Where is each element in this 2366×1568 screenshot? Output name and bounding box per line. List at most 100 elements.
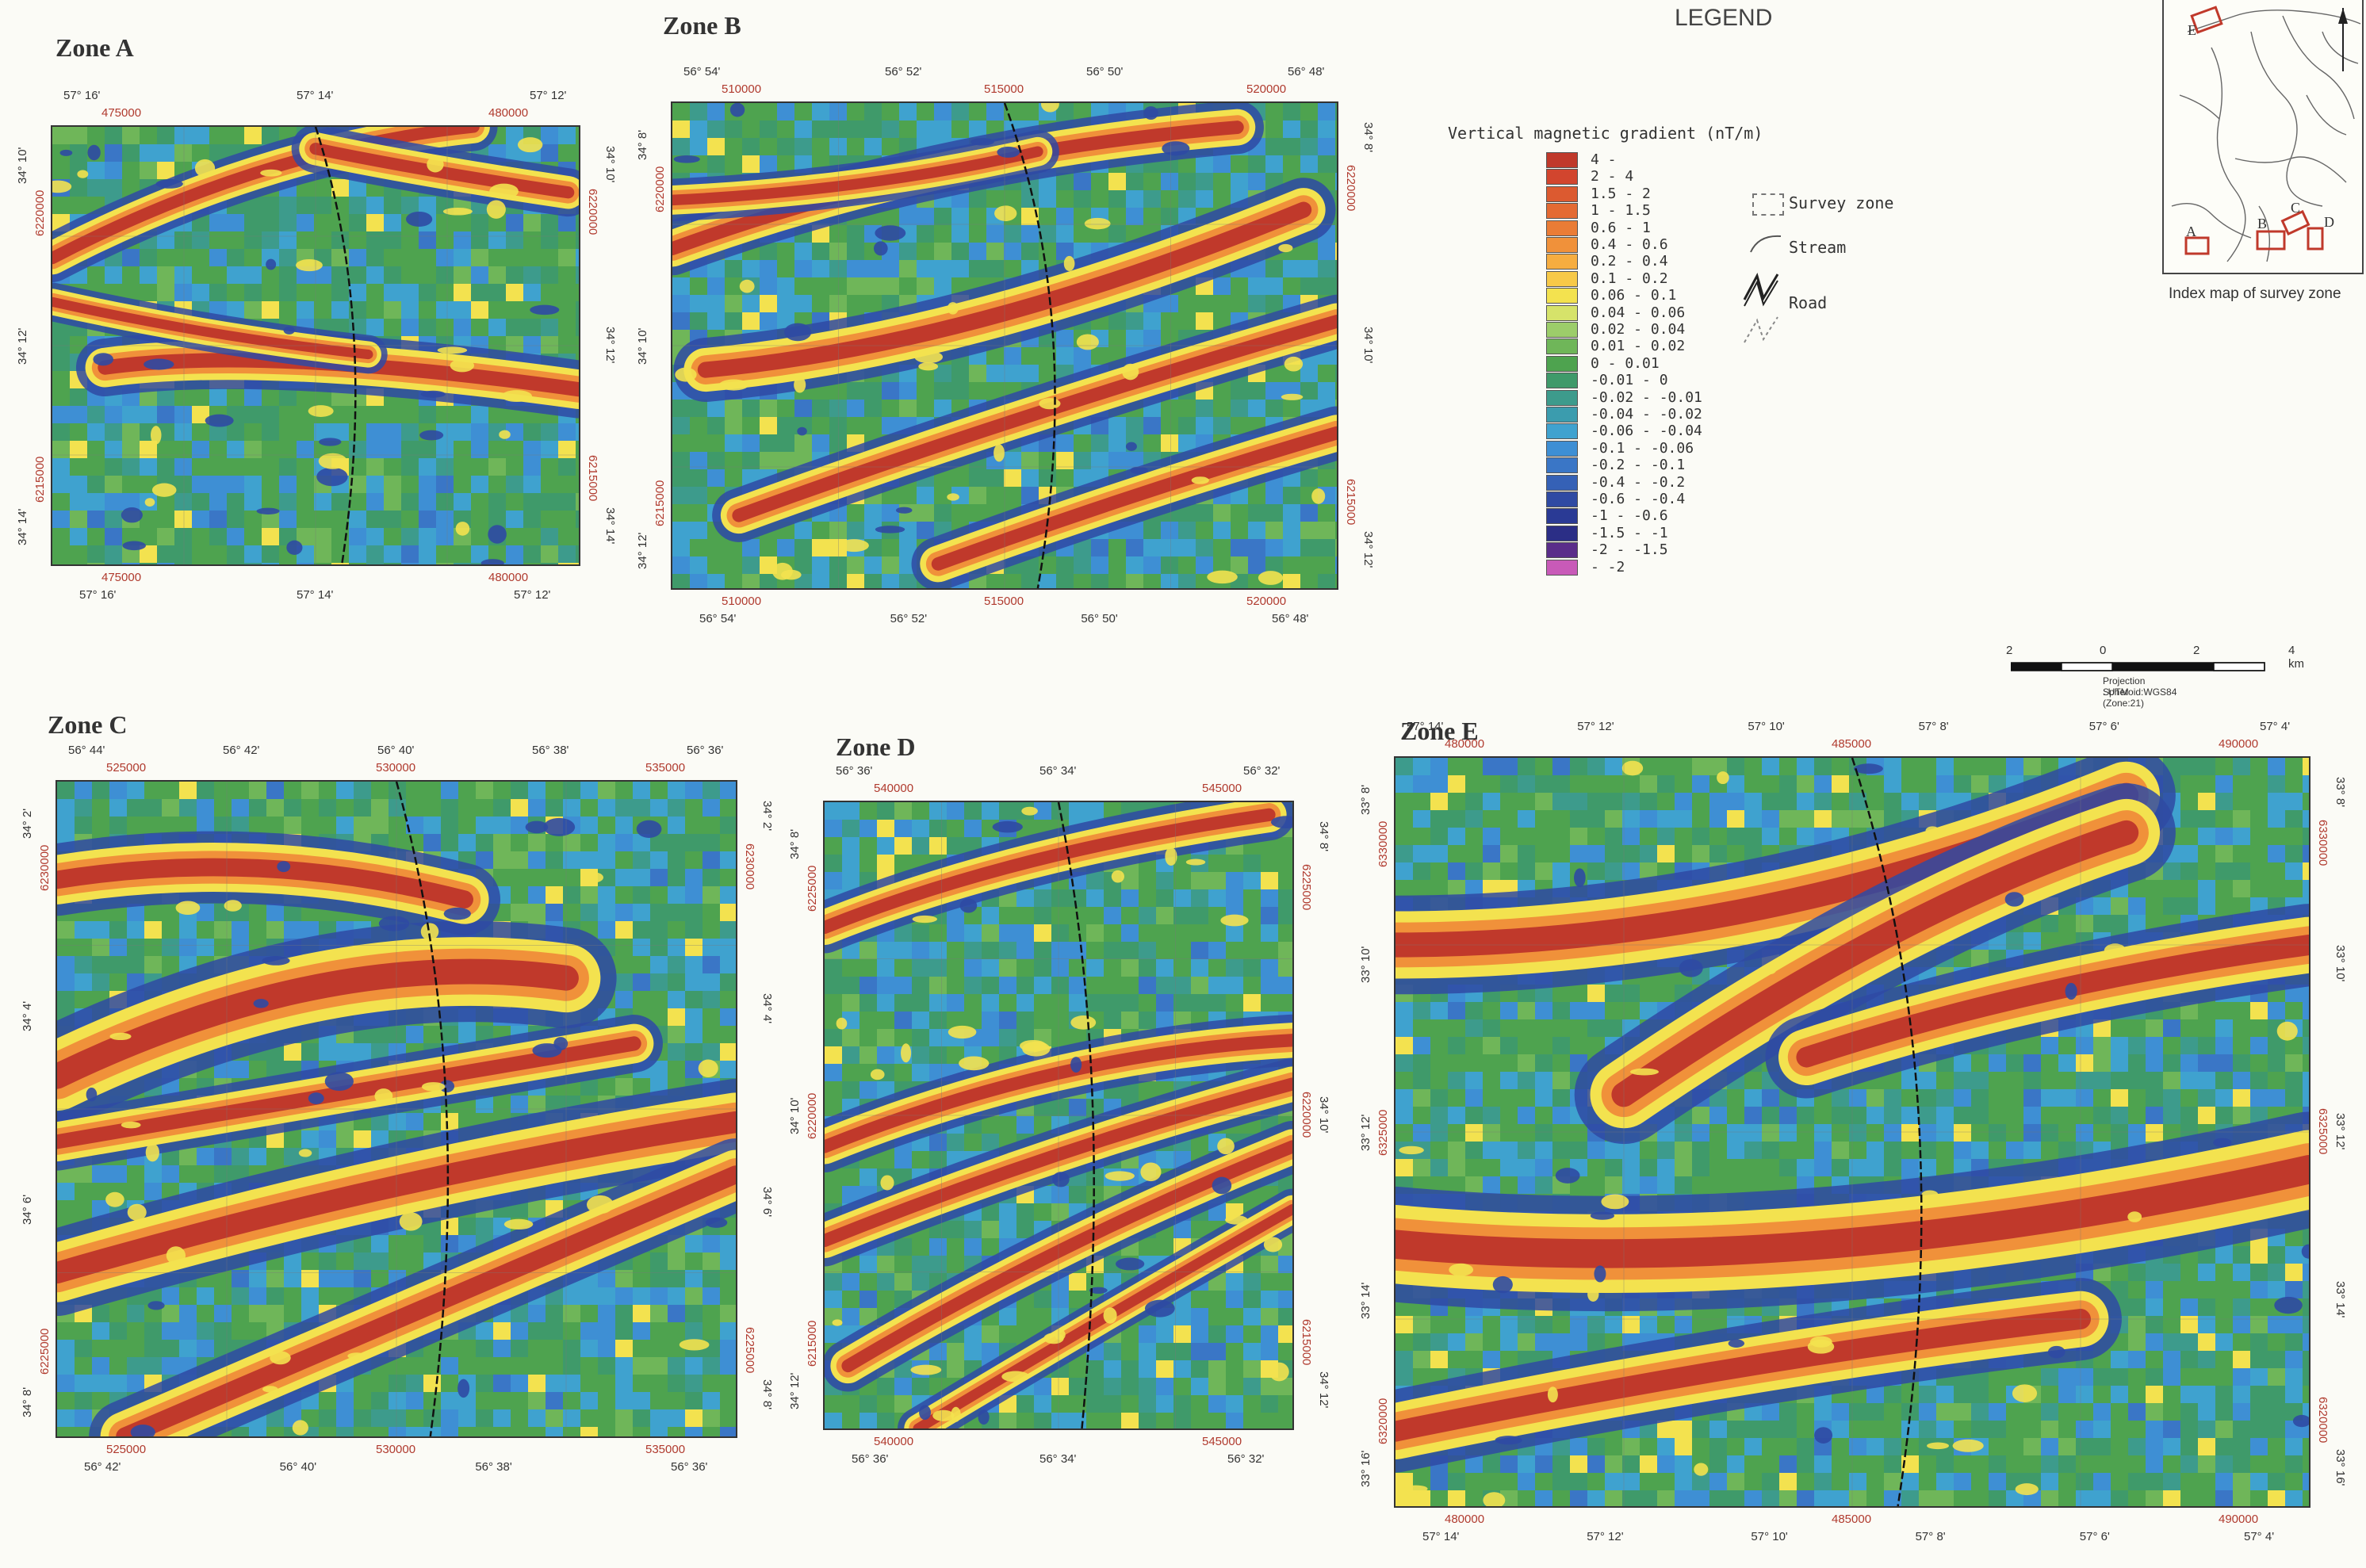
northing-label: 6320000 [2316, 1397, 2330, 1444]
longitude-label: 56° 42' [84, 1460, 121, 1474]
longitude-label: 57° 6' [2088, 720, 2119, 733]
longitude-label: 56° 54' [699, 612, 737, 625]
index-map: E A B C D [2162, 0, 2364, 274]
longitude-label: 57° 16' [79, 588, 117, 602]
latitude-label: 34° 12' [16, 327, 29, 365]
survey-zone-label: Survey zone [1789, 193, 1894, 212]
legend-class-label: 0.01 - 0.02 [1591, 338, 1686, 355]
latitude-label: 34° 8' [760, 1379, 774, 1410]
legend-class-label: 0.4 - 0.6 [1591, 236, 1668, 253]
latitude-label: 34° 8' [636, 129, 649, 160]
northing-label: 6220000 [653, 166, 667, 212]
legend-swatch [1546, 169, 1578, 185]
latitude-label: 34° 12' [1317, 1371, 1330, 1409]
legend-class-label: 0.04 - 0.06 [1591, 304, 1686, 321]
latitude-label: 34° 12' [636, 532, 649, 569]
easting-label: 535000 [645, 761, 686, 774]
road-line [1003, 103, 1056, 588]
latitude-label: 34° 4' [760, 993, 774, 1024]
longitude-label: 56° 48' [1288, 65, 1325, 78]
latitude-label: 33° 8' [2333, 777, 2347, 808]
magnetic-gradient-raster [57, 782, 736, 1436]
longitude-label: 57° 4' [2244, 1530, 2275, 1543]
north-arrow-icon [2338, 8, 2348, 71]
northing-label: 6330000 [2316, 820, 2330, 866]
latitude-label: 34° 8' [21, 1386, 34, 1417]
longitude-label: 57° 12' [514, 588, 551, 602]
latitude-label: 33° 10' [2333, 945, 2347, 982]
easting-label: 515000 [984, 82, 1024, 96]
road-line [1851, 758, 1923, 1506]
northing-label: 6220000 [1344, 165, 1357, 212]
easting-label: 530000 [376, 1443, 416, 1456]
index-label-c: C [2291, 200, 2300, 216]
longitude-label: 57° 14' [1407, 720, 1444, 733]
longitude-label: 56° 34' [1039, 1452, 1077, 1466]
latitude-label: 34° 10' [788, 1097, 802, 1134]
easting-label: 480000 [488, 571, 529, 584]
zone-d-map[interactable] [823, 801, 1294, 1430]
zone-e-map[interactable] [1394, 756, 2310, 1508]
road-line [1057, 802, 1095, 1428]
easting-label: 480000 [1445, 1513, 1485, 1526]
latitude-label: 34° 10' [1361, 327, 1375, 364]
legend-class-label: -1.5 - -1 [1591, 524, 1668, 541]
road-icon [1743, 273, 1779, 343]
northing-label: 6215000 [586, 455, 599, 502]
magnetic-gradient-raster [52, 127, 579, 564]
zone-e-title: Zone E [1400, 717, 1479, 745]
legend-swatch [1546, 423, 1578, 440]
northing-label: 6225000 [1300, 864, 1313, 911]
stream-icon [1750, 235, 1782, 253]
easting-label: 530000 [376, 761, 416, 774]
survey-zone-icon [1752, 193, 1784, 216]
legend-swatch [1546, 220, 1578, 236]
zone-c-map[interactable] [56, 780, 737, 1438]
easting-label: 525000 [106, 761, 147, 774]
latitude-label: 33° 12' [2333, 1113, 2347, 1150]
longitude-label: 57° 16' [63, 89, 101, 102]
northing-label: 6215000 [33, 456, 47, 503]
latitude-label: 34° 10' [16, 147, 29, 184]
longitude-label: 56° 54' [683, 65, 721, 78]
longitude-label: 56° 32' [1243, 764, 1281, 778]
longitude-label: 56° 40' [279, 1460, 317, 1474]
legend-class-label: -0.02 - -0.01 [1591, 388, 1702, 406]
easting-label: 545000 [1202, 1435, 1242, 1448]
index-label-b: B [2257, 216, 2267, 231]
latitude-label: 34° 12' [788, 1372, 802, 1409]
latitude-label: 33° 12' [1359, 1114, 1373, 1151]
legend-class-label: -0.04 - -0.02 [1591, 406, 1702, 423]
longitude-label: 57° 14' [297, 588, 334, 602]
index-map-caption: Index map of survey zone [2169, 285, 2341, 302]
legend-swatch [1546, 185, 1578, 202]
legend-class-label: -0.2 - -0.1 [1591, 457, 1686, 474]
legend-class-label: -2 - -1.5 [1591, 541, 1668, 559]
longitude-label: 57° 14' [297, 89, 334, 102]
latitude-label: 34° 2' [21, 808, 34, 839]
scale-tick-4km: 4 km [2288, 644, 2304, 671]
easting-label: 515000 [984, 595, 1024, 608]
zone-b-map[interactable] [671, 101, 1338, 590]
latitude-label: 34° 8' [1361, 122, 1375, 153]
longitude-label: 57° 4' [2260, 720, 2291, 733]
latitude-label: 33° 14' [1359, 1282, 1373, 1319]
northing-label: 6325000 [2316, 1108, 2330, 1155]
northing-label: 6330000 [1376, 820, 1390, 867]
latitude-label: 34° 8' [1317, 821, 1330, 852]
northing-label: 6320000 [1376, 1398, 1390, 1444]
magnetic-gradient-raster [1395, 758, 2309, 1506]
zone-a-map[interactable] [51, 125, 580, 566]
scale-tick-0: 0 [2100, 644, 2107, 657]
legend-class-label: -0.01 - 0 [1591, 372, 1668, 389]
latitude-label: 34° 2' [760, 801, 774, 832]
legend-class-label: 0.06 - 0.1 [1591, 287, 1677, 304]
legend-class-label: 4 - [1591, 151, 1617, 168]
spheroid-text: Spheroid:WGS84 [2103, 686, 2177, 698]
northing-label: 6215000 [806, 1320, 819, 1367]
legend-swatch [1546, 559, 1578, 576]
legend-class-label: 1.5 - 2 [1591, 185, 1651, 202]
longitude-label: 56° 52' [890, 612, 928, 625]
longitude-label: 56° 48' [1272, 612, 1309, 625]
northing-label: 6220000 [806, 1092, 819, 1139]
